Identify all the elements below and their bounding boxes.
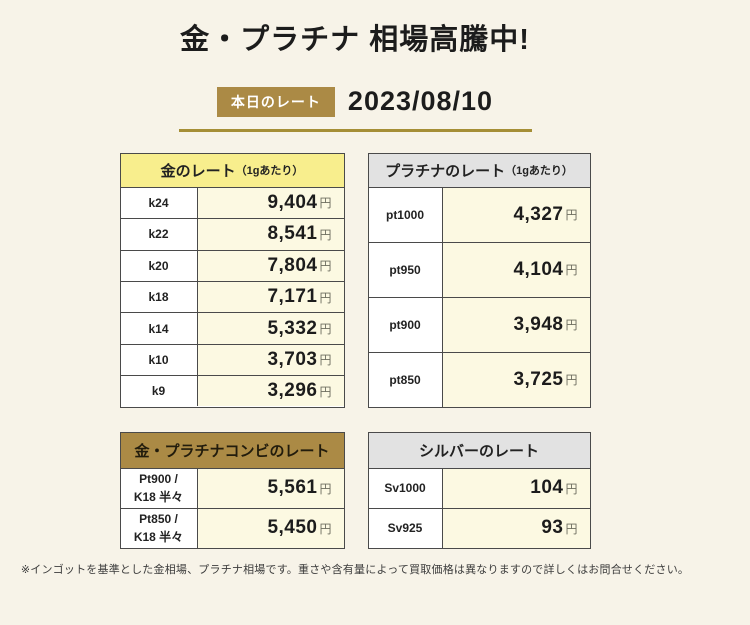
todays-rate-badge: 本日のレート — [216, 86, 335, 117]
rate-unit: 円 — [319, 353, 332, 368]
silver-rate-table: シルバーのレート Sv1000 104 円 Sv925 93 円 — [367, 431, 591, 549]
rate-unit: 円 — [319, 322, 332, 336]
table-row: Sv1000 104 円 — [368, 468, 590, 508]
rate-amount: 3,703 — [267, 348, 318, 370]
page-title: 金・プラチナ 相場高騰中! — [180, 24, 530, 56]
rate-amount: 7,171 — [267, 286, 318, 308]
rate-tables-grid: 金のレート （1gあたり） k24 9,404 円 k22 8,541 円 k20 7… — [119, 152, 591, 549]
rate-unit: 円 — [565, 373, 578, 388]
rate-amount: 8,541 — [267, 223, 318, 245]
rate-amount: 7,804 — [267, 254, 318, 276]
metal-type-label: Sv1000 — [368, 468, 443, 508]
rate-amount: 104 — [530, 477, 564, 499]
table-row: k20 7,804 円 — [120, 249, 344, 281]
table-row: k9 3,296 円 — [120, 375, 344, 407]
table-row: k22 8,541 円 — [120, 218, 344, 250]
rate-unit: 円 — [565, 318, 578, 333]
metal-type-label: Pt900 / K18 半々 — [120, 468, 198, 508]
rate-unit: 円 — [319, 481, 332, 496]
table-row: Pt900 / K18 半々 5,561 円 — [120, 468, 344, 508]
rate-amount: 5,332 — [267, 317, 318, 339]
rate-unit: 円 — [565, 208, 578, 223]
rate-value-cell: 7,804 円 — [197, 250, 344, 281]
combo-rate-table: 金・プラチナコンビのレート Pt900 / K18 半々 5,561 円 Pt85… — [119, 431, 345, 549]
table-row: pt900 3,948 円 — [368, 296, 590, 352]
rate-unit: 円 — [319, 196, 332, 211]
rate-unit: 円 — [565, 521, 578, 536]
rate-unit: 円 — [319, 259, 332, 274]
rate-value-cell: 3,725 円 — [442, 352, 590, 407]
rate-value-cell: 9,404 円 — [197, 187, 344, 219]
silver-table-title: シルバーのレート — [418, 442, 539, 460]
table-row: Sv925 93 円 — [368, 507, 590, 548]
table-row: pt1000 4,327 円 — [368, 187, 590, 242]
rate-value-cell: 4,104 円 — [442, 242, 590, 297]
combo-table-title: 金・プラチナコンビのレート — [134, 442, 330, 460]
metal-type-label: k24 — [120, 187, 198, 219]
rate-value-cell: 4,327 円 — [442, 187, 590, 242]
metal-type-label: pt950 — [368, 242, 443, 297]
rate-unit: 円 — [319, 384, 332, 399]
table-row: Pt850 / K18 半々 5,450 円 — [120, 507, 344, 548]
rate-value-cell: 8,541 円 — [197, 219, 344, 250]
platinum-rate-table: プラチナのレート （1gあたり） pt1000 4,327 円 pt950 4,10… — [367, 152, 591, 408]
metal-type-label: k14 — [120, 313, 198, 344]
rate-value-cell: 104 円 — [442, 468, 590, 508]
rate-unit: 円 — [319, 290, 332, 305]
rate-board: 金・プラチナ 相場高騰中! 本日のレート 2023/08/10 金のレート （1g… — [0, 22, 710, 577]
table-row: k10 3,703 円 — [120, 343, 344, 376]
metal-type-label: pt850 — [368, 352, 443, 407]
silver-table-header: シルバーのレート — [368, 432, 590, 469]
metal-type-label: Sv925 — [368, 508, 443, 548]
metal-type-label: k18 — [120, 281, 198, 313]
table-row: k24 9,404 円 — [120, 187, 344, 219]
rate-amount: 3,725 — [513, 368, 564, 390]
rate-amount: 3,296 — [267, 380, 318, 402]
rate-value-cell: 5,450 円 — [197, 508, 344, 548]
metal-type-label: k9 — [120, 376, 198, 407]
gold-table-title: 金のレート — [160, 162, 236, 180]
metal-type-label: k22 — [120, 219, 198, 250]
rate-value-cell: 5,332 円 — [197, 313, 344, 344]
table-row: k14 5,332 円 — [120, 312, 344, 344]
combo-table-header: 金・プラチナコンビのレート — [120, 432, 344, 469]
rate-date: 2023/08/10 — [347, 86, 494, 117]
platinum-table-title-note: （1gあたり） — [505, 165, 573, 178]
metal-type-label: pt900 — [368, 297, 443, 352]
rate-amount: 5,450 — [267, 517, 318, 539]
rate-value-cell: 93 円 — [442, 508, 590, 548]
rate-unit: 円 — [565, 263, 578, 278]
rate-amount: 9,404 — [267, 191, 318, 213]
gold-divider-line — [178, 129, 532, 132]
table-row: pt850 3,725 円 — [368, 351, 590, 407]
rate-unit: 円 — [565, 481, 578, 496]
metal-type-label: k10 — [120, 344, 198, 376]
metal-type-label: Pt850 / K18 半々 — [120, 508, 198, 548]
platinum-table-title: プラチナのレート — [385, 162, 506, 180]
table-row: pt950 4,104 円 — [368, 241, 590, 297]
gold-table-title-note: （1gあたり） — [235, 165, 304, 178]
rate-value-cell: 3,948 円 — [442, 297, 590, 352]
rate-value-cell: 7,171 円 — [197, 281, 344, 313]
gold-rate-table: 金のレート （1gあたり） k24 9,404 円 k22 8,541 円 k20 7… — [119, 152, 345, 408]
rate-amount: 4,104 — [513, 258, 564, 280]
table-row: k18 7,171 円 — [120, 280, 344, 313]
rate-amount: 3,948 — [513, 313, 564, 335]
rate-amount: 5,561 — [267, 477, 318, 499]
gold-table-header: 金のレート （1gあたり） — [120, 153, 344, 188]
rate-value-cell: 3,296 円 — [197, 376, 344, 407]
rate-amount: 4,327 — [513, 203, 564, 225]
metal-type-label: k20 — [120, 250, 198, 281]
rate-unit: 円 — [319, 521, 332, 536]
rate-value-cell: 3,703 円 — [197, 344, 344, 376]
date-row: 本日のレート 2023/08/10 — [0, 86, 710, 117]
rate-unit: 円 — [319, 227, 332, 242]
platinum-table-header: プラチナのレート （1gあたり） — [368, 153, 590, 188]
rate-value-cell: 5,561 円 — [197, 468, 344, 508]
metal-type-label: pt1000 — [368, 187, 443, 242]
rate-amount: 93 — [541, 517, 564, 539]
disclaimer-note: ※インゴットを基準とした金相場、プラチナ相場です。重さや含有量によって買取価格は… — [20, 563, 690, 576]
